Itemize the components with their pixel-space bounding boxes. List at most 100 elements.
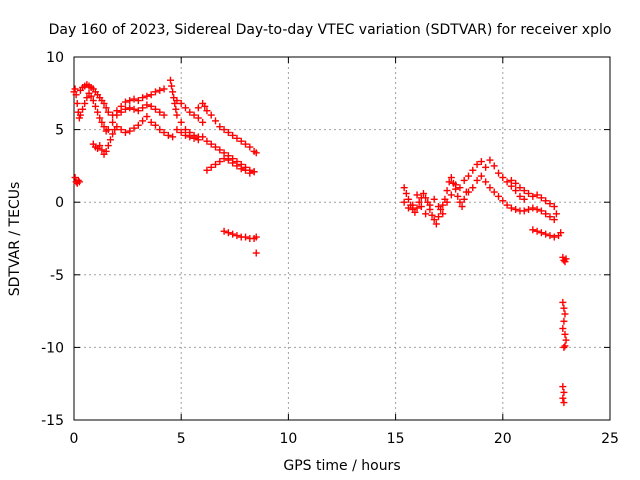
data-point [81,99,89,107]
data-point [71,85,79,93]
data-point [216,123,224,131]
data-point [529,204,537,212]
data-point [559,394,567,402]
data-point [190,111,198,119]
data-point [402,189,410,197]
chart-title: Day 160 of 2023, Sidereal Day-to-day VTE… [49,22,612,38]
data-point [439,201,447,209]
data-point [121,129,129,137]
data-point [74,176,82,184]
data-point [102,104,110,112]
data-point [473,160,481,168]
data-point [560,343,568,351]
data-point [96,114,104,122]
data-point [83,94,91,102]
data-point [550,216,558,224]
data-point [220,227,228,235]
x-tick-label: 5 [177,431,186,447]
y-tick-label: 5 [55,123,64,139]
data-point [220,126,228,134]
data-point [89,97,97,105]
data-point [121,98,129,106]
data-point [130,105,138,113]
data-point [537,229,545,237]
data-point [79,105,87,113]
data-point [460,176,468,184]
data-point [151,121,159,129]
data-point [512,205,520,213]
data-point [233,134,241,142]
data-point [434,213,442,221]
data-point [117,126,125,134]
data-point [177,129,185,137]
data-point [400,198,408,206]
data-point [447,191,455,199]
data-point [233,162,241,170]
data-point [495,192,503,200]
data-point [516,184,524,192]
x-tick-label: 0 [70,431,79,447]
data-point [160,111,168,119]
data-point [447,174,455,182]
data-point [445,178,453,186]
data-point [507,204,515,212]
data-point [104,142,112,150]
data-point [557,229,565,237]
data-point [229,159,237,167]
y-tick-label: 10 [46,50,64,66]
data-point [542,197,550,205]
data-point [525,189,533,197]
data-point [422,210,430,218]
data-point [102,147,110,155]
data-point [160,129,168,137]
data-point [417,203,425,211]
x-tick-label: 15 [387,431,405,447]
data-point [533,191,541,199]
y-tick-label: -5 [50,268,64,284]
data-point [411,208,419,216]
data-point [469,184,477,192]
data-point [503,201,511,209]
data-point [426,201,434,209]
data-point [169,133,177,141]
data-point [199,118,207,126]
data-point [113,111,121,119]
data-point [181,131,189,139]
data-point [512,179,520,187]
data-point [156,126,164,134]
data-point [104,108,112,116]
data-point [537,207,545,215]
data-point [477,172,485,180]
data-point [237,137,245,145]
data-point [147,118,155,126]
data-point [434,203,442,211]
data-point [126,104,134,112]
data-point [164,131,172,139]
data-point [98,118,106,126]
data-point [542,210,550,218]
data-point [203,166,211,174]
data-point [546,232,554,240]
data-point [432,220,440,228]
data-point [550,233,558,241]
data-point [552,210,560,218]
data-point [562,255,570,263]
data-point [177,99,185,107]
data-point [121,105,129,113]
data-point [220,155,228,163]
data-point [537,194,545,202]
data-point [252,249,260,257]
data-point [134,107,142,115]
data-point [194,104,202,112]
data-point [130,124,138,132]
data-point [207,163,215,171]
data-point [495,169,503,177]
data-point [173,126,181,134]
data-point [409,201,417,209]
data-point [460,195,468,203]
data-point [207,111,215,119]
data-point [486,184,494,192]
data-point [561,330,569,338]
data-point [520,195,528,203]
